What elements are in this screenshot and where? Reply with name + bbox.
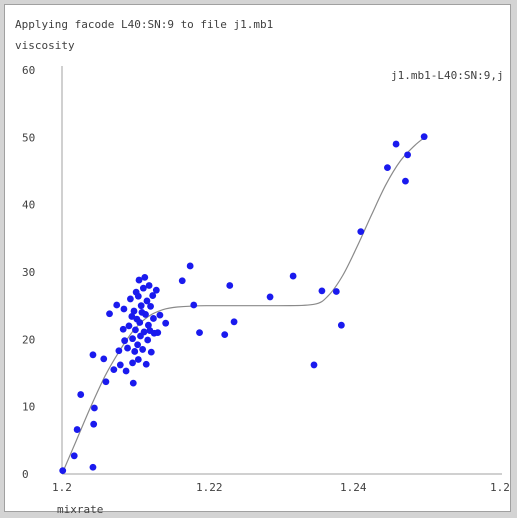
data-point (140, 328, 148, 336)
y-tick-label: 50 (22, 131, 35, 144)
data-point (116, 361, 124, 369)
y-tick-label: 60 (22, 64, 35, 77)
x-tick-label: 1.24 (340, 481, 367, 494)
y-tick-label: 30 (22, 266, 35, 279)
data-point (137, 302, 145, 310)
data-point (145, 321, 152, 329)
legend-label: j1.mb1-L40:SN:9,j (391, 69, 504, 82)
data-point (59, 467, 67, 475)
data-point (77, 391, 85, 398)
chart-title: Applying facode L40:SN:9 to file j1.mb1 (15, 18, 274, 31)
data-point (126, 295, 134, 303)
data-point (221, 331, 229, 339)
data-point (186, 262, 194, 270)
x-tick-label: 1.22 (196, 481, 223, 494)
data-point (129, 359, 136, 367)
data-point (73, 426, 81, 433)
data-point (113, 301, 121, 309)
data-point (144, 336, 152, 344)
data-point (147, 302, 154, 310)
data-point (90, 420, 98, 428)
data-point (135, 276, 143, 284)
data-point (384, 164, 391, 172)
data-point (129, 379, 137, 387)
data-point (145, 282, 153, 289)
data-point (102, 378, 110, 386)
fit-curve (61, 136, 426, 475)
data-point (392, 140, 400, 148)
data-point (150, 315, 157, 322)
y-tick-label: 0 (22, 468, 29, 481)
data-point (134, 292, 142, 300)
data-point (142, 311, 149, 318)
data-point (402, 177, 409, 185)
data-point (131, 348, 139, 355)
data-point (230, 318, 238, 326)
data-point (110, 366, 118, 374)
data-point (91, 404, 98, 412)
data-point (139, 346, 147, 353)
y-tick-label: 40 (22, 199, 35, 212)
data-point (124, 344, 131, 352)
data-point (120, 305, 128, 313)
data-point (134, 356, 142, 363)
x-axis-label: mixrate (57, 503, 104, 516)
data-point (106, 310, 113, 318)
data-point (149, 292, 157, 299)
data-point (310, 361, 318, 369)
data-point (404, 151, 411, 159)
data-point (119, 325, 127, 333)
x-tick-label: 1.2 (52, 481, 72, 494)
data-point (142, 360, 150, 368)
data-point (266, 293, 274, 301)
data-point (141, 273, 149, 281)
data-point (420, 133, 428, 141)
x-tick-label: 1.2 (490, 481, 510, 494)
data-point (156, 311, 164, 319)
data-point (125, 322, 133, 330)
data-point (130, 307, 138, 315)
data-point (357, 228, 365, 236)
data-point (190, 301, 198, 309)
data-point (89, 463, 97, 471)
tick-labels: 0 10 20 30 40 50 60 1.2 1.22 1.24 1.2 (22, 64, 510, 494)
y-tick-label: 10 (22, 401, 35, 414)
data-point (318, 287, 326, 295)
data-point (226, 282, 234, 289)
data-point (147, 348, 155, 356)
data-point (122, 367, 130, 375)
data-point (196, 329, 203, 336)
data-point (121, 337, 129, 345)
data-point (178, 277, 186, 285)
data-point (139, 284, 147, 292)
data-point (289, 272, 297, 280)
data-point (136, 319, 144, 326)
data-point (134, 341, 142, 349)
data-point (128, 313, 136, 320)
data-point (162, 319, 170, 327)
data-point (132, 326, 139, 334)
data-point (143, 297, 151, 305)
axes (61, 66, 502, 475)
data-point (337, 321, 345, 329)
y-tick-label: 20 (22, 333, 35, 346)
data-point (154, 329, 162, 336)
data-point (129, 335, 136, 343)
data-point (89, 351, 97, 359)
data-point (70, 452, 78, 460)
data-point (152, 286, 160, 294)
y-axis-label: viscosity (15, 39, 75, 52)
chart-frame: Applying facode L40:SN:9 to file j1.mb1 … (4, 4, 511, 516)
data-point (100, 355, 108, 363)
data-point (115, 347, 123, 355)
data-point (332, 288, 340, 295)
data-points (59, 133, 428, 475)
